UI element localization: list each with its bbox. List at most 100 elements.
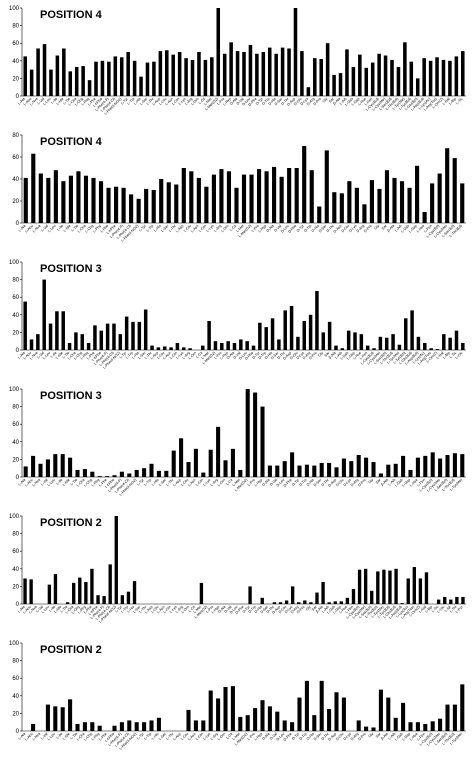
bar	[454, 56, 459, 96]
x-tick-label: L-Val	[36, 351, 45, 360]
y-tick-label: 0	[16, 729, 20, 735]
bar	[392, 177, 397, 223]
x-tick-label: L-Arg	[182, 351, 191, 360]
x-tick-label: L-Tle	[70, 478, 79, 487]
x-tick-label: D-Thr	[320, 731, 330, 741]
bar	[267, 706, 272, 731]
bar	[445, 148, 450, 223]
y-tick-label: 40	[12, 440, 19, 446]
x-tick-label: L-Tyr	[119, 350, 128, 359]
x-tick-label: L-Hse	[357, 97, 367, 107]
bar-chart: 0 20 40 60 80 100 L-AlaL-AbuL-NvaL-ValL-LeuL-I…	[9, 260, 466, 370]
bar	[362, 204, 367, 223]
x-tick-label: L-Met	[203, 97, 212, 106]
x-tick-label: D-Leu	[280, 224, 290, 234]
x-tick-label: L-Leu	[47, 478, 56, 487]
x-tick-label: Sar	[328, 96, 335, 103]
x-tick-label: L-Asn	[156, 605, 165, 614]
x-tick-label: D-Thr	[320, 477, 330, 487]
bar	[423, 342, 427, 350]
x-tick-label: L-Igl	[444, 605, 452, 613]
y-tick-label: 20	[12, 457, 19, 463]
x-tick-label: Sar	[311, 604, 318, 611]
x-tick-label: L-Phe	[98, 478, 108, 488]
bar	[108, 564, 112, 604]
bar	[74, 66, 79, 96]
bar	[223, 687, 228, 731]
bar	[127, 720, 132, 731]
bar	[324, 150, 329, 223]
x-tick-label: L-Aib	[339, 97, 348, 106]
bar	[119, 471, 124, 477]
bar	[277, 339, 281, 350]
x-tick-label: D-Tyr	[242, 604, 252, 614]
x-tick-label: L-Cha	[67, 351, 77, 361]
x-tick-label: L-Met	[235, 224, 244, 233]
x-tick-label: D-Tyr	[291, 731, 301, 741]
x-tick-label: D-Trp	[248, 605, 257, 614]
bar	[399, 181, 405, 223]
x-tick-label: L-Dab	[394, 478, 404, 488]
x-tick-label: D-Glu	[278, 605, 287, 614]
x-tick-label: L-Abu	[24, 478, 34, 488]
bar	[443, 596, 447, 604]
x-tick-label: L-Leu	[42, 351, 51, 360]
x-tick-label: L-Thr	[166, 731, 175, 740]
x-tick-label: L-Nal	[436, 351, 445, 360]
bar	[334, 692, 339, 731]
x-tick-label: L-Orn	[188, 351, 197, 360]
bar	[68, 71, 73, 96]
bar	[239, 339, 243, 350]
x-tick-label: L-Hyp	[254, 732, 264, 742]
x-tick-label: L-Lys	[175, 351, 184, 360]
x-tick-label: L-Dap	[332, 605, 342, 615]
bar	[424, 572, 429, 604]
x-tick-label: L-Chg	[74, 97, 84, 107]
bar	[55, 311, 59, 350]
bar	[139, 76, 143, 96]
bar	[83, 175, 89, 223]
x-tick-label: L-Cha	[68, 97, 78, 107]
x-tick-label: L-Arg	[184, 97, 193, 106]
bar	[287, 48, 291, 96]
bar	[105, 476, 110, 477]
bar	[74, 332, 78, 350]
bar	[423, 455, 428, 477]
chart-panel-2: POSITION 4 0 20 40 60 80 L-Ala L-Abu L-Nva L-Val L…	[0, 127, 472, 254]
x-tick-label: L-Aib	[388, 478, 397, 487]
bar	[216, 8, 221, 96]
y-tick-label: 80	[12, 659, 19, 665]
y-tick-label: 20	[12, 76, 19, 82]
bar	[327, 462, 332, 477]
x-tick-label: L-Bip	[448, 97, 457, 106]
bar	[184, 58, 188, 96]
x-tick-label: L-Val	[37, 97, 46, 106]
x-tick-label: L-Cit	[225, 732, 233, 740]
x-tick-label: L-Lys	[178, 97, 187, 106]
x-tick-label: L-Aib	[334, 351, 343, 360]
bar	[393, 463, 398, 477]
x-tick-label: L-Nva	[32, 478, 42, 488]
y-tick-label: 0	[16, 475, 20, 481]
bar	[327, 709, 332, 731]
bar	[338, 73, 343, 96]
bar	[267, 465, 272, 477]
bar	[230, 686, 235, 731]
bar	[397, 344, 402, 350]
x-tick-label: L-Nal	[442, 97, 451, 106]
bar	[341, 697, 346, 731]
x-tick-label: L-Hyp	[211, 605, 221, 615]
bar	[289, 306, 294, 350]
x-tick-label: L-Cit	[225, 478, 233, 486]
bar	[84, 582, 88, 604]
bar	[313, 58, 317, 96]
x-tick-label: L-Thr	[138, 604, 147, 613]
bar	[349, 461, 354, 477]
bar	[282, 720, 287, 731]
x-tick-label: L-Pro	[247, 732, 256, 741]
bar	[216, 698, 221, 731]
bar	[370, 590, 374, 604]
x-tick-label: D-Phe	[283, 478, 293, 488]
bar	[162, 346, 167, 350]
